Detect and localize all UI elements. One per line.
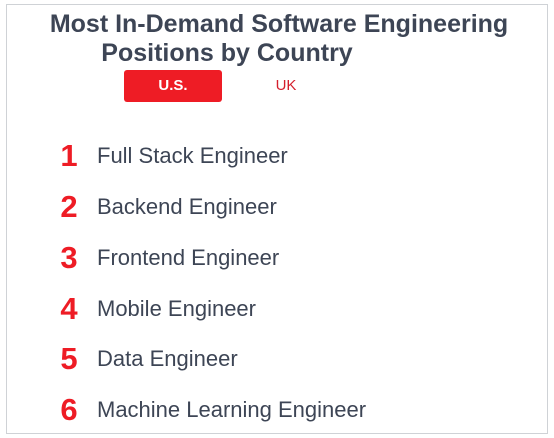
rank-number: 1 xyxy=(60,138,78,173)
page-title: Most In-Demand Software Engineering Posi… xyxy=(0,10,554,68)
list-item: 5 Data Engineer xyxy=(0,339,554,379)
title-line-2: Positions by Country xyxy=(101,39,353,67)
position-title: Data Engineer xyxy=(97,346,238,371)
list-item: 6 Machine Learning Engineer xyxy=(0,390,554,430)
position-title: Backend Engineer xyxy=(97,194,277,219)
position-title: Frontend Engineer xyxy=(97,245,280,270)
tab-uk[interactable]: UK xyxy=(275,77,297,94)
title-line-1: Most In-Demand Software Engineering xyxy=(49,10,509,38)
rank-number: 2 xyxy=(60,189,78,224)
position-title: Mobile Engineer xyxy=(97,296,256,321)
position-title: Machine Learning Engineer xyxy=(97,397,367,422)
list-item: 4 Mobile Engineer xyxy=(0,289,554,329)
list-item: 3 Frontend Engineer xyxy=(0,238,554,278)
rank-number: 3 xyxy=(60,240,78,275)
card-frame xyxy=(6,4,548,434)
position-title: Full Stack Engineer xyxy=(97,143,288,168)
rank-number: 4 xyxy=(60,291,78,326)
list-item: 1 Full Stack Engineer xyxy=(0,136,554,176)
rank-number: 6 xyxy=(60,392,78,427)
rank-number: 5 xyxy=(60,341,78,376)
tab-us[interactable]: U.S. xyxy=(124,70,222,102)
list-item: 2 Backend Engineer xyxy=(0,187,554,227)
